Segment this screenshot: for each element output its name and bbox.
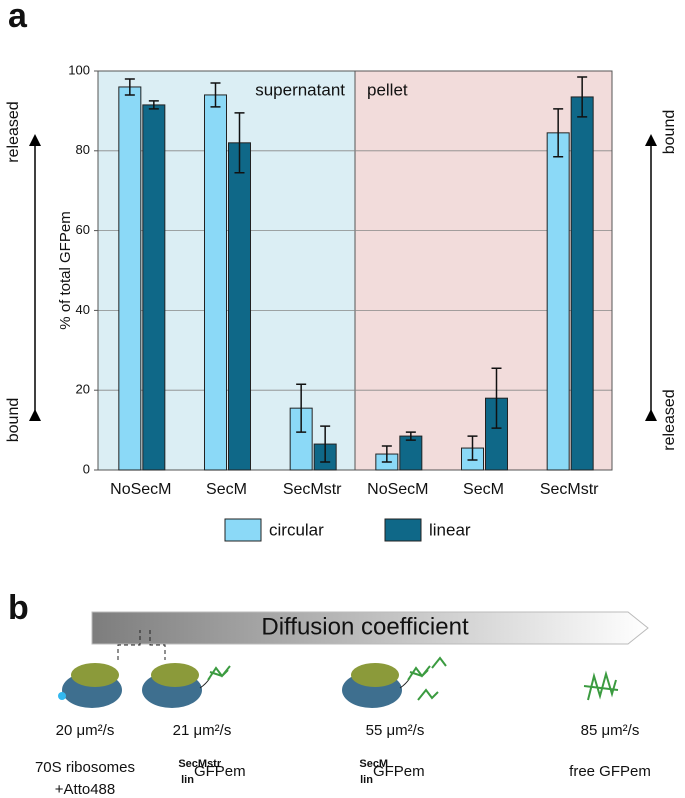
bar (142, 104, 166, 471)
y-tick-label: 100 (68, 62, 90, 77)
label-sub: lin (181, 774, 194, 786)
error-bar (234, 112, 245, 174)
bracket (117, 630, 166, 660)
y-tick-label: 60 (76, 222, 90, 237)
diffusion-arrow (91, 611, 649, 645)
y-tick-label: 40 (76, 302, 90, 317)
error-bar (124, 78, 135, 96)
error-bar (210, 82, 221, 108)
panel-label: a (8, 0, 28, 35)
error-bar (467, 435, 478, 461)
error-bar (577, 76, 588, 118)
error-bar (491, 367, 502, 429)
diffusion-value: 20 μm²/s (56, 722, 115, 739)
diffusion-value: 21 μm²/s (173, 722, 232, 739)
error-bar (381, 445, 392, 463)
region-label: supernatant (255, 80, 345, 99)
item-label: +Atto488 (55, 781, 115, 798)
panel-label: b (8, 589, 29, 627)
bar (399, 435, 423, 471)
error-bar (148, 100, 159, 110)
x-tick-label: SecM (463, 481, 504, 498)
legend-label: linear (429, 520, 471, 539)
bar (546, 132, 570, 471)
y-axis-label: % of total GFPem (57, 211, 74, 329)
x-tick-label: SecMstr (283, 481, 342, 498)
arrow-label: Diffusion coefficient (261, 613, 469, 640)
y-tick-label: 0 (83, 461, 90, 476)
side-label: released (5, 101, 22, 162)
x-tick-label: SecMstr (540, 481, 599, 498)
x-tick-label: NoSecM (110, 481, 171, 498)
side-label: released (661, 389, 678, 450)
bar (118, 86, 142, 471)
error-bar (296, 383, 307, 433)
side-label: bound (661, 110, 678, 155)
x-tick-label: SecM (206, 481, 247, 498)
label-sub: lin (360, 774, 373, 786)
label-text: GFPem (194, 763, 246, 780)
legend-label: circular (269, 520, 324, 539)
diffusion-value: 55 μm²/s (366, 722, 425, 739)
error-bar (320, 425, 331, 463)
side-label: bound (5, 398, 22, 443)
legend-swatch (384, 518, 422, 542)
y-tick-label: 20 (76, 382, 90, 397)
bar (228, 142, 251, 471)
item-label: SecM linGFPem (359, 758, 424, 786)
bar-chart: supernatant pellet 0 20 40 60 80 100 % of total … (5, 62, 678, 542)
x-tick-label: NoSecM (367, 481, 428, 498)
error-bar (405, 431, 416, 441)
label-sup: SecMstr (178, 758, 222, 770)
item-label: 70S ribosomes (35, 759, 135, 776)
item-label: free GFPem (569, 763, 651, 780)
region-label: pellet (367, 80, 408, 99)
label-text: GFPem (373, 763, 425, 780)
item-label: SecMstr linGFPem (178, 758, 245, 786)
legend-swatch (224, 518, 262, 542)
label-sup: SecM (359, 758, 388, 770)
ribosome (58, 656, 619, 708)
error-bar (553, 108, 564, 158)
diffusion-value: 85 μm²/s (581, 722, 640, 739)
bar (570, 96, 594, 471)
bar (204, 94, 227, 471)
y-tick-label: 80 (76, 142, 90, 157)
plot-frame (97, 70, 613, 471)
